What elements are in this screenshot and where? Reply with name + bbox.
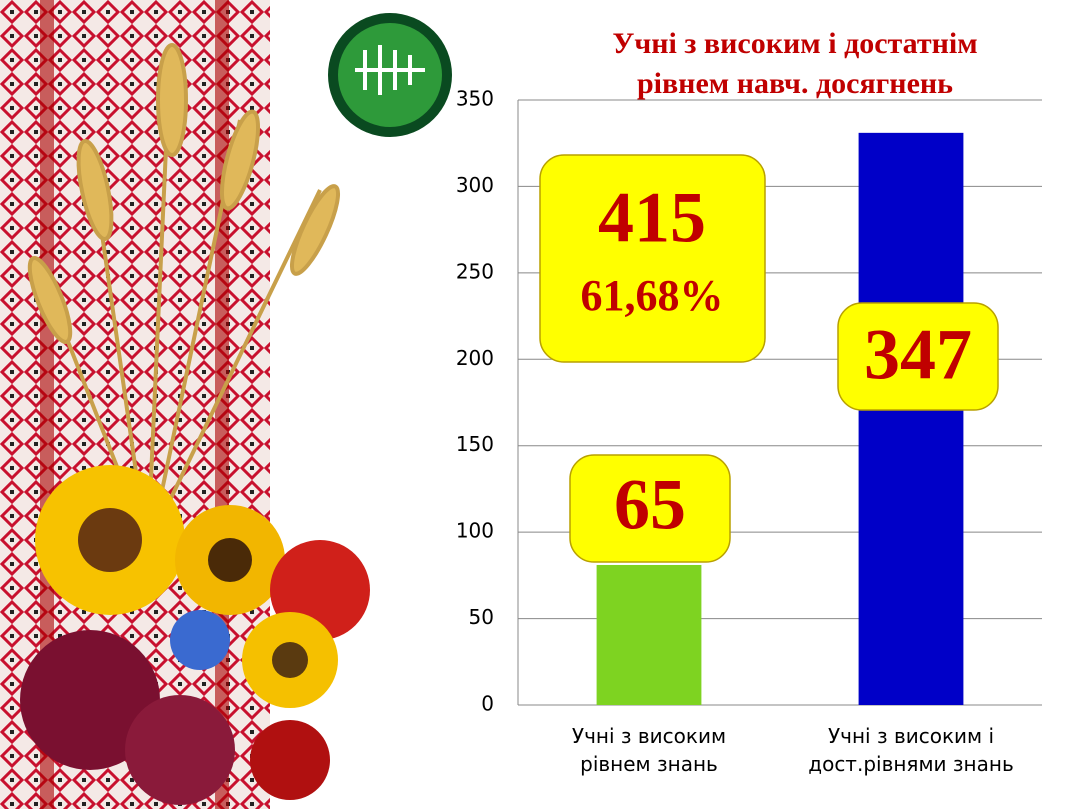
annotation: 61,68% xyxy=(581,271,724,320)
y-tick-label: 150 xyxy=(456,432,494,456)
y-tick-label: 50 xyxy=(469,605,494,629)
y-tick-label: 0 xyxy=(481,692,494,716)
annotation-box xyxy=(569,454,731,563)
chart-title: Учні з високим і достатнім xyxy=(612,27,978,60)
x-tick-label: Учні з високим і дост.рівнями знань xyxy=(808,724,1014,776)
annotation: 65 xyxy=(614,465,686,545)
annotation-box xyxy=(837,302,999,411)
chart-title: рівнем навч. досягнень xyxy=(636,67,954,100)
y-tick-label: 250 xyxy=(456,259,494,283)
y-tick-label: 100 xyxy=(456,519,494,543)
bar xyxy=(596,564,702,705)
y-tick-label: 350 xyxy=(456,87,494,111)
decoration xyxy=(0,0,452,809)
annotation: 415 xyxy=(598,178,706,258)
bar xyxy=(858,132,964,706)
annotation-box xyxy=(539,154,766,363)
annotation: 347 xyxy=(864,315,972,395)
x-tick-label: Учні з високим рівнем знань xyxy=(571,724,727,776)
y-tick-label: 200 xyxy=(456,346,494,370)
y-tick-label: 300 xyxy=(456,173,494,197)
